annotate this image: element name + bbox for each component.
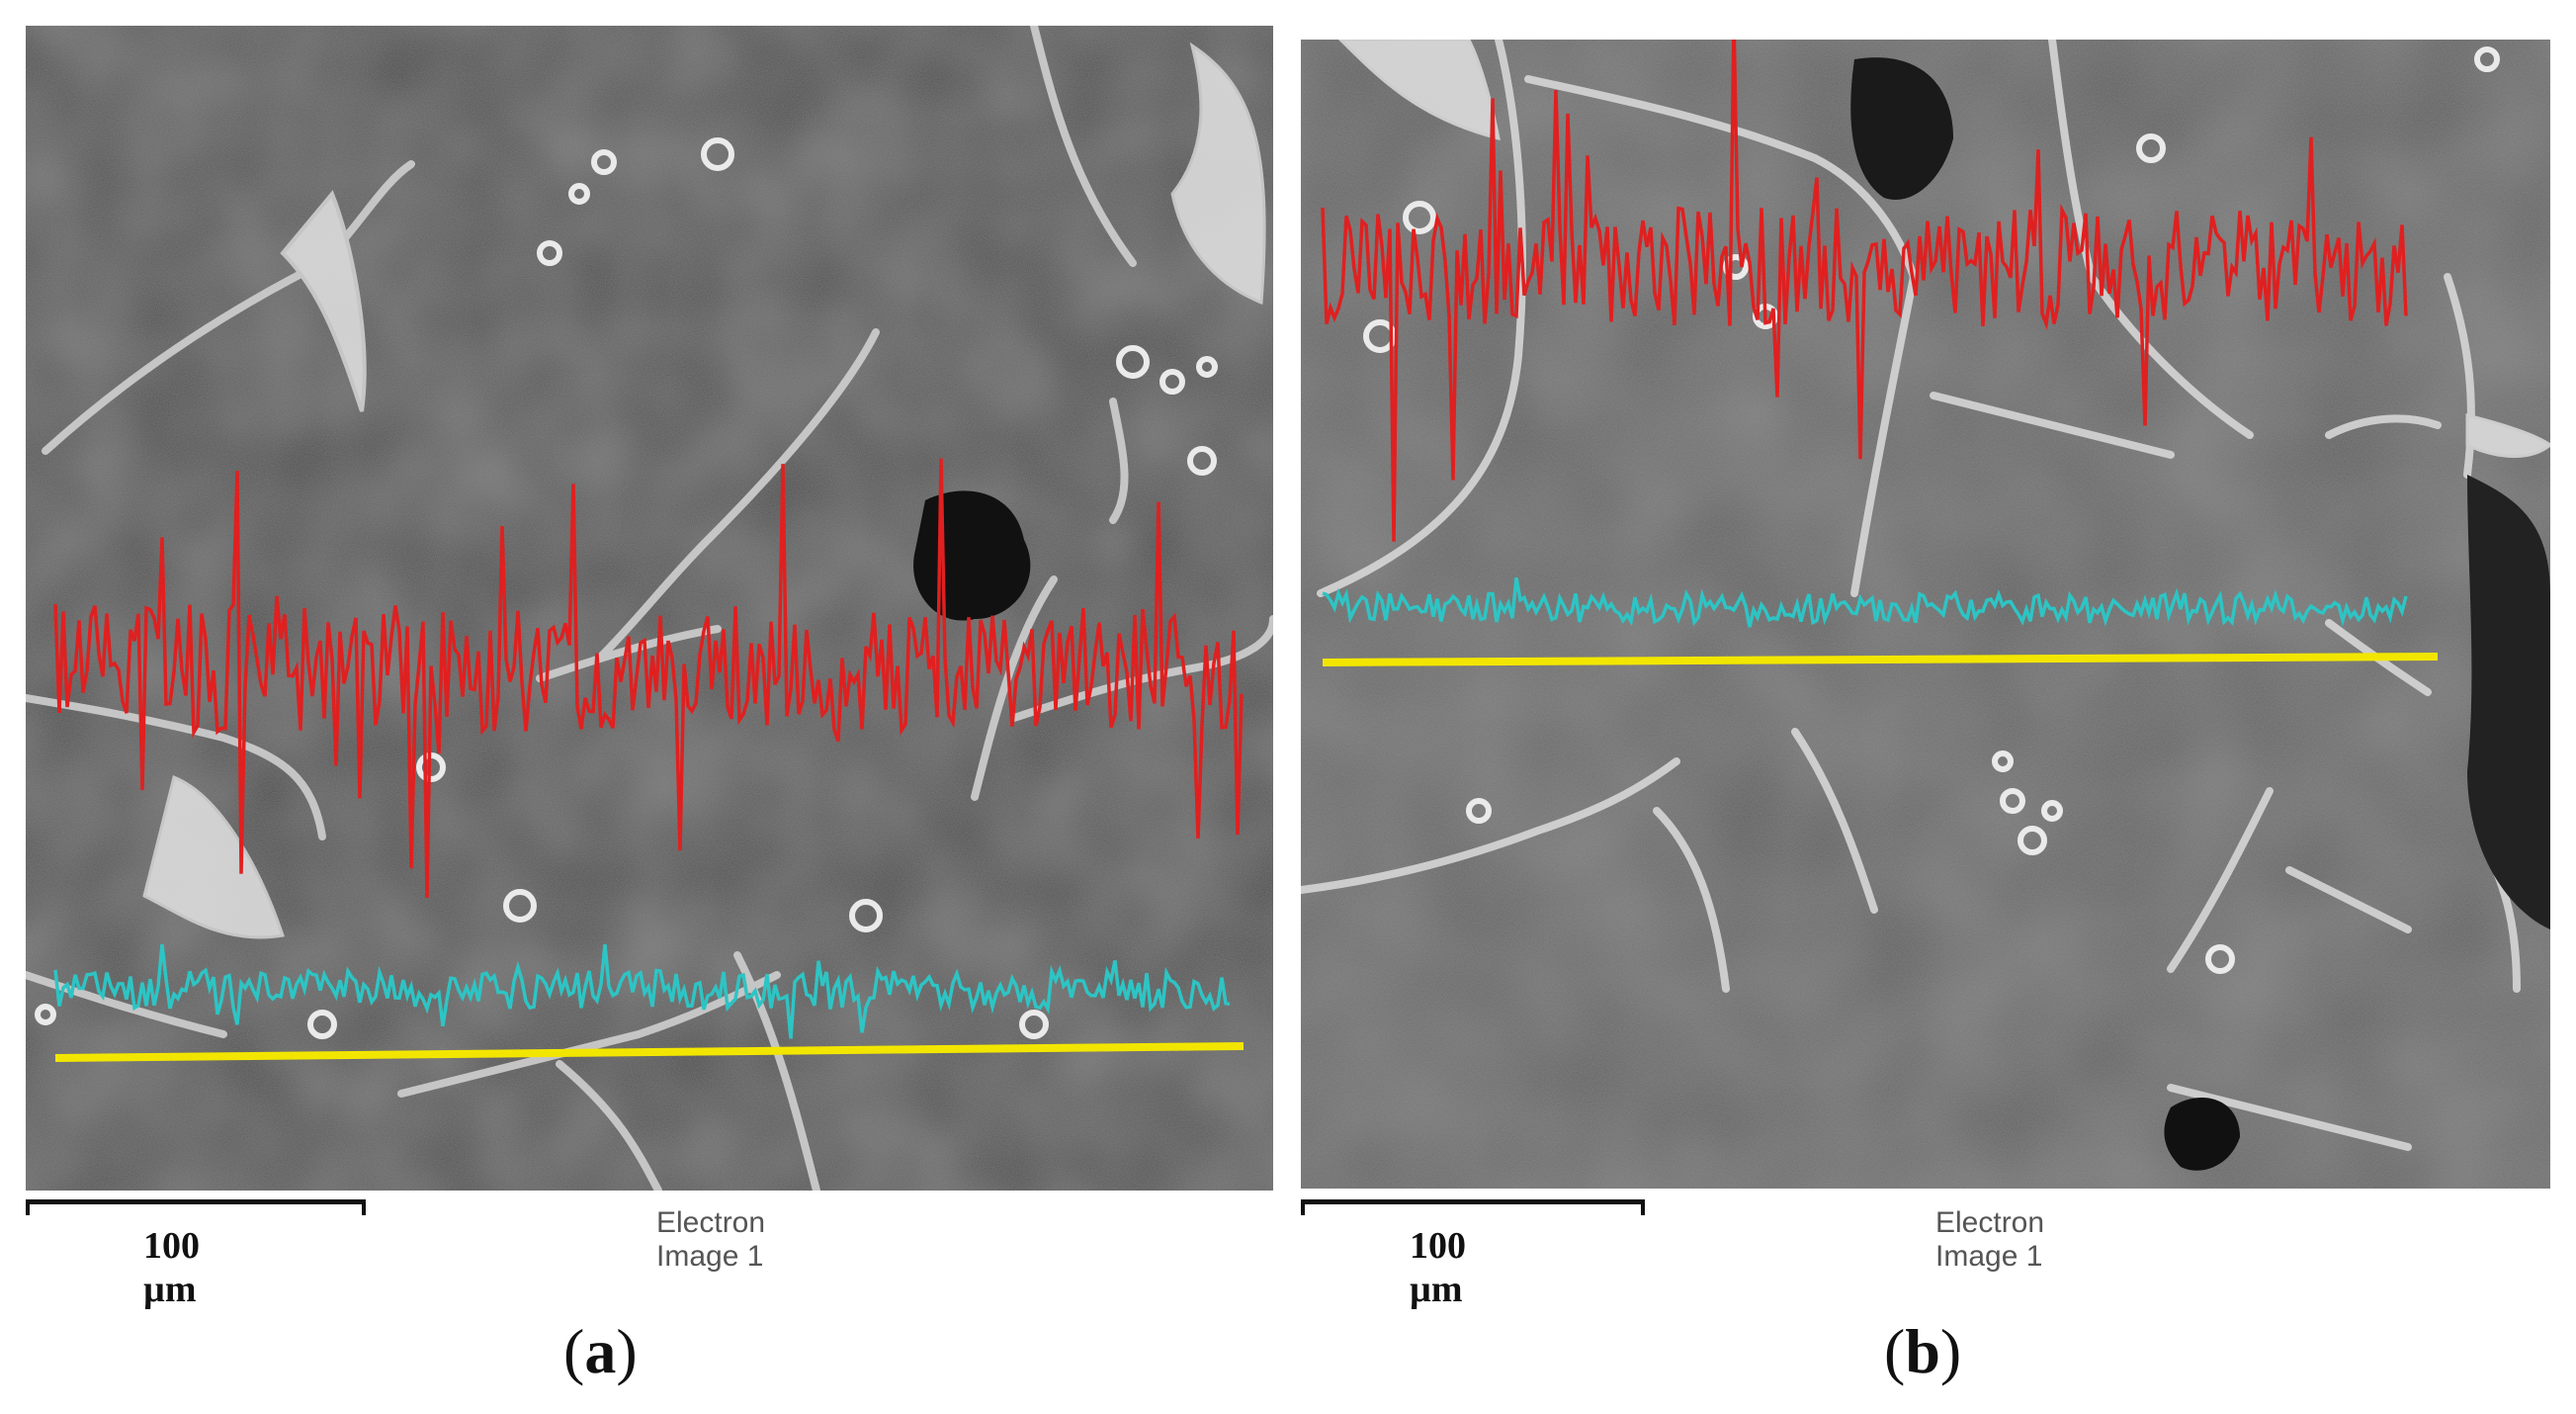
panel-label-a: (a) (563, 1315, 638, 1388)
scale-bar-b (1301, 1199, 1645, 1215)
line-scan-profile-lower-a (53, 943, 1231, 1039)
grain-boundaries-b (1301, 40, 2550, 1151)
panel-label-close: ) (1939, 1316, 1962, 1386)
line-scan-profile-upper-b (1321, 40, 2408, 542)
panel-label-b: (b) (1884, 1315, 1961, 1388)
line-scan-profile-upper-a (53, 458, 1244, 898)
image-caption-a: Electron Image 1 (656, 1206, 766, 1273)
scale-label-b: 100 µm (1410, 1225, 1466, 1310)
image-caption-b: Electron Image 1 (1935, 1206, 2045, 1273)
scale-bar-a (26, 1199, 366, 1215)
line-scan-profile-lower-b (1322, 576, 2408, 628)
sem-micrograph-b (1301, 40, 2550, 1189)
scale-label-a: 100 µm (143, 1225, 200, 1310)
panel-label-letter: b (1905, 1316, 1940, 1386)
scan-line-a (54, 1042, 1245, 1062)
panel-label-close: ) (616, 1316, 638, 1386)
dark-region-b (1850, 57, 1953, 200)
panel-label-open: ( (563, 1316, 585, 1386)
pore-b (2164, 1098, 2240, 1171)
scan-line-b (1322, 653, 2439, 666)
panel-label-open: ( (1884, 1316, 1906, 1386)
sem-image-a (26, 26, 1273, 1191)
dark-region-edge-b (2467, 475, 2550, 929)
sem-image-b (1301, 40, 2550, 1189)
sem-micrograph-a (26, 26, 1273, 1191)
panel-label-letter: a (584, 1316, 617, 1386)
